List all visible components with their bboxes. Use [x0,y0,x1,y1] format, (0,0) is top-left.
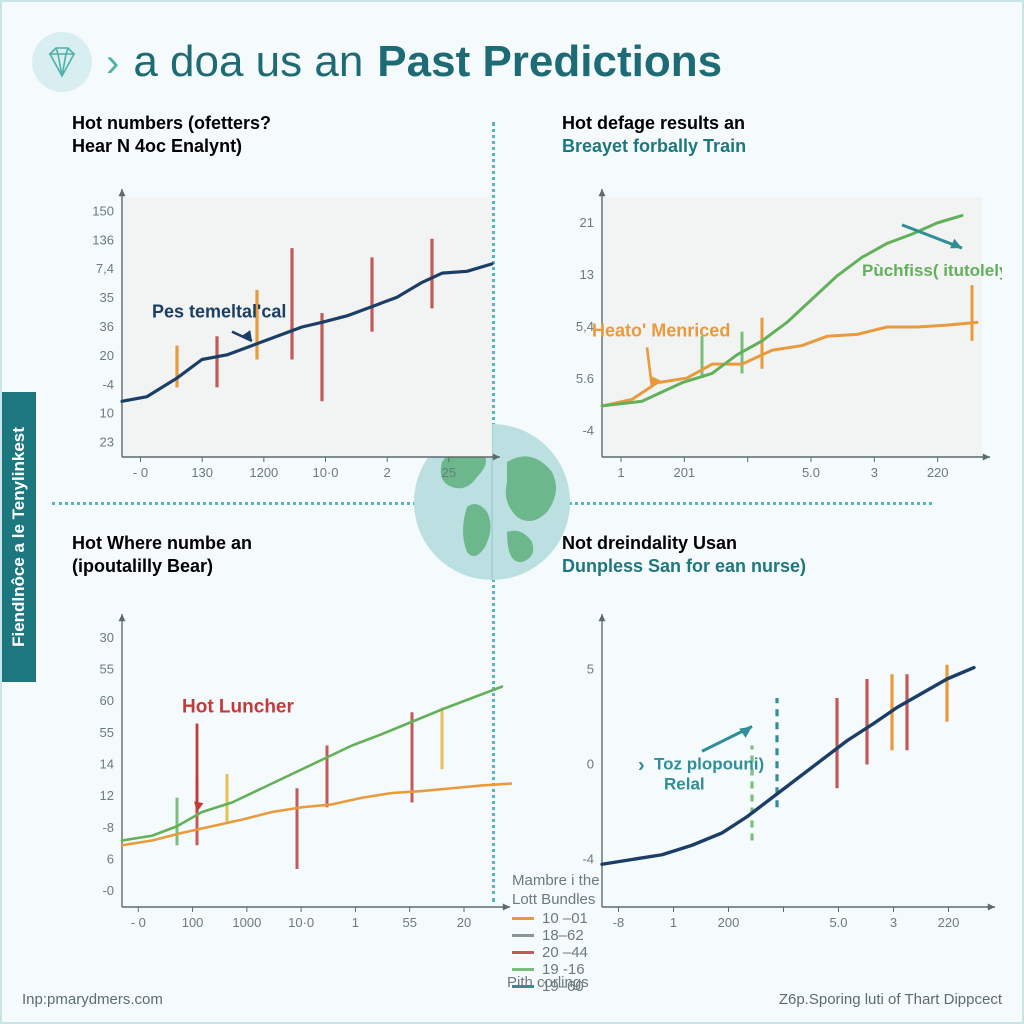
svg-text:1: 1 [670,915,677,927]
title-strong: Past Predictions [377,37,722,87]
panel-br-title-l2: Dunpless San for ean nurse) [562,555,992,578]
svg-text:7,4: 7,4 [96,261,114,276]
side-label-text: Fiendlnôce a le Tenylinkest [9,427,29,647]
svg-text:5.0: 5.0 [802,465,820,477]
svg-text:Relal: Relal [664,774,705,793]
svg-text:20: 20 [457,915,471,927]
svg-text:12: 12 [100,788,114,803]
legend-item: 18–62 [512,927,600,944]
svg-text:3: 3 [871,465,878,477]
panel-bottom-left: Hot Where numbe an (ipoutalilly Bear) 30… [72,532,502,927]
page-header: › a doa us an Past Predictions [2,2,1022,102]
panel-top-right: Hot defage results an Breayet forbally T… [562,112,992,477]
svg-text:6: 6 [107,852,114,867]
svg-text:Pùchfiss( itutolely: Pùchfiss( itutolely [862,261,1002,280]
svg-text:-8: -8 [102,820,114,835]
svg-text:-0: -0 [102,883,114,898]
svg-text:21: 21 [580,215,594,230]
svg-text:201: 201 [673,465,695,477]
svg-text:1000: 1000 [232,915,261,927]
legend-subtitle: Lott Bundles [512,891,600,908]
svg-text:10·0: 10·0 [312,465,338,477]
svg-text:›: › [638,754,645,776]
svg-text:55: 55 [100,662,114,677]
panel-tr-title-l2: Breayet forbally Train [562,135,992,158]
page-title: › a doa us an Past Predictions [106,37,722,87]
svg-text:100: 100 [182,915,204,927]
svg-text:55: 55 [402,915,416,927]
panel-br-title: Not dreindality Usan Dunpless San for ea… [562,532,992,577]
diamond-icon [44,44,80,80]
footer-right: Z6p.Sporing luti of Thart Dippcect [779,991,1002,1008]
chevron-icon: › [106,41,119,86]
panel-br-title-l1: Not dreindality Usan [562,533,737,553]
svg-text:200: 200 [718,915,740,927]
svg-text:-4: -4 [102,377,114,392]
svg-text:- 0: - 0 [131,915,146,927]
svg-text:35: 35 [100,290,114,305]
svg-text:136: 136 [92,232,114,247]
svg-text:Toz plopouni): Toz plopouni) [654,754,764,773]
chart-bottom-right: 5 0 -4 -8 1 200 5.0 3 220 › Toz plopouni)Relal [562,577,1002,927]
svg-text:-4: -4 [582,423,594,438]
svg-text:13: 13 [580,267,594,282]
title-lead: a doa us an [133,37,363,87]
svg-text:130: 130 [191,465,213,477]
panel-tl-title-l1: Hot numbers (ofetters? [72,113,271,133]
svg-text:Heato' Menriced: Heato' Menriced [592,320,730,340]
panel-bl-title-l2: (ipoutalilly Bear) [72,555,502,578]
svg-text:10·0: 10·0 [288,915,314,927]
svg-text:3: 3 [890,915,897,927]
legend-title: Mambre i the [512,872,600,889]
svg-text:60: 60 [100,693,114,708]
chart-bottom-left: 30 55 60 55 14 12 -8 6 -0 - 0 100 1000 10·0 1 55 20 Hot … [72,577,512,927]
svg-text:5.6: 5.6 [576,371,594,386]
svg-text:0: 0 [587,757,594,772]
svg-text:1: 1 [617,465,624,477]
svg-text:Hot Luncher: Hot Luncher [182,696,294,717]
panel-bl-title-l1: Hot Where numbe an [72,533,252,553]
svg-text:5.0: 5.0 [829,915,847,927]
svg-text:2: 2 [384,465,391,477]
side-label-strip: Fiendlnôce a le Tenylinkest [2,392,36,682]
panel-tr-title: Hot defage results an Breayet forbally T… [562,112,992,157]
svg-text:14: 14 [100,757,114,772]
svg-text:150: 150 [92,203,114,218]
legend-item: 10 –01 [512,910,600,927]
svg-text:5: 5 [587,662,594,677]
panel-tl-title: Hot numbers (ofetters? Hear N 4oc Enalyn… [72,112,502,157]
chart-top-right: 21135,45.6-412015.03220Heato' MenricedPù… [562,157,1002,477]
svg-text:20: 20 [100,348,114,363]
svg-text:-8: -8 [613,915,625,927]
svg-text:1: 1 [352,915,359,927]
svg-text:1200: 1200 [249,465,278,477]
legend-item: 20 –44 [512,944,600,961]
panel-top-left: Hot numbers (ofetters? Hear N 4oc Enalyn… [72,112,502,477]
svg-text:10: 10 [100,406,114,421]
svg-text:-4: -4 [582,852,594,867]
svg-text:30: 30 [100,630,114,645]
panel-bl-title: Hot Where numbe an (ipoutalilly Bear) [72,532,502,577]
svg-text:23: 23 [100,435,114,450]
panel-bottom-right: Not dreindality Usan Dunpless San for ea… [562,532,992,927]
x-axis-title: Pith corlings [507,974,589,991]
svg-text:55: 55 [100,725,114,740]
svg-text:- 0: - 0 [133,465,148,477]
logo-badge [32,32,92,92]
footer-left: Inp:pmarydmers.com [22,991,163,1008]
svg-text:220: 220 [938,915,960,927]
panel-tl-title-l2: Hear N 4oc Enalynt) [72,135,502,158]
chart-grid: Hot numbers (ofetters? Hear N 4oc Enalyn… [62,112,1002,932]
svg-text:25: 25 [442,465,456,477]
panel-tr-title-l1: Hot defage results an [562,113,745,133]
svg-text:36: 36 [100,319,114,334]
chart-top-left: 150 136 7,4 35 36 20 -4 10 23 - 0 130 1200 10·0 2 25 Pe… [72,157,512,477]
svg-text:220: 220 [927,465,949,477]
svg-text:Pes temeltal'cal: Pes temeltal'cal [152,302,286,322]
